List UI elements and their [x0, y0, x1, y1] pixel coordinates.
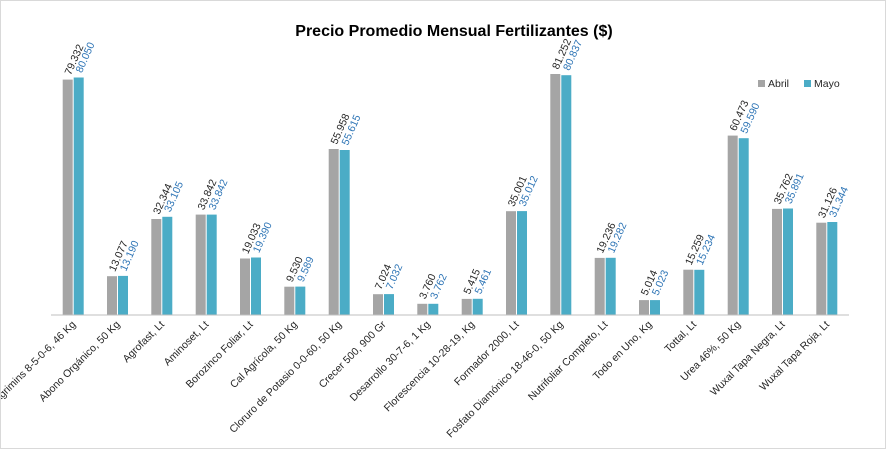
bar-abril-desarrollo-30-7-6-1-kg	[417, 303, 428, 315]
legend-swatch-abril	[758, 80, 765, 87]
bar-mayo-fosfato-diam-nico-18-46-0-50-kg	[561, 75, 572, 315]
bar-mayo-agrimins-8-5-0-6-46-kg	[73, 77, 84, 315]
category-label-agrofast-lt: Agrofast, Lt	[120, 319, 167, 366]
bar-mayo-todo-en-uno-kg	[650, 300, 660, 315]
legend: Abril Mayo	[758, 78, 840, 90]
category-label-wuxal-tapa-negra-lt: Wuxal Tapa Negra, Lt	[708, 319, 788, 399]
bar-mayo-cloruro-de-potasio-0-0-60-50-kg	[339, 150, 350, 315]
legend-label-mayo: Mayo	[814, 78, 840, 90]
bar-abril-todo-en-uno-kg	[639, 300, 649, 315]
bar-mayo-wuxal-tapa-roja-lt	[827, 222, 838, 315]
chart-title: Precio Promedio Mensual Fertilizantes ($…	[295, 23, 612, 40]
category-label-tottal-lt: Tottal, Lt	[662, 319, 699, 356]
bar-mayo-crecer-500-900-gr	[384, 294, 394, 315]
bar-abril-agrimins-8-5-0-6-46-kg	[62, 79, 73, 315]
bar-abril-wuxal-tapa-negra-lt	[772, 208, 782, 315]
bars-group	[62, 74, 838, 315]
bar-abril-formador-2000-lt	[506, 211, 516, 315]
bar-mayo-florescencia-10-28-19-kg	[472, 298, 483, 315]
category-label-abono-org-nico-50-kg: Abono Orgánico, 50 Kg	[37, 319, 123, 405]
bar-abril-nutrifoliar-completo-lt	[594, 257, 605, 315]
bar-abril-tottal-lt	[683, 269, 694, 315]
bar-mayo-formador-2000-lt	[517, 211, 527, 315]
bar-mayo-nutrifoliar-completo-lt	[605, 257, 616, 315]
bar-abril-fosfato-diam-nico-18-46-0-50-kg	[550, 74, 561, 315]
bar-mayo-agrofast-lt	[162, 216, 173, 315]
bar-mayo-desarrollo-30-7-6-1-kg	[428, 303, 439, 315]
category-label-desarrollo-30-7-6-1-kg: Desarrollo 30-7-6, 1 Kg	[348, 319, 433, 404]
bar-mayo-abono-org-nico-50-kg	[118, 275, 128, 315]
bar-abril-cloruro-de-potasio-0-0-60-50-kg	[328, 149, 339, 315]
legend-swatch-mayo	[804, 80, 811, 87]
legend-label-abril: Abril	[768, 78, 789, 90]
bar-abril-borozinco-foliar-lt	[240, 258, 250, 315]
bar-abril-florescencia-10-28-19-kg	[461, 298, 472, 315]
bar-mayo-urea-46-50-kg	[738, 138, 749, 315]
bar-mayo-borozinco-foliar-lt	[251, 257, 261, 315]
bar-abril-abono-org-nico-50-kg	[107, 276, 117, 315]
category-label-florescencia-10-28-19-kg: Florescencia 10-28-19, Kg	[382, 319, 478, 415]
bar-abril-agrofast-lt	[151, 219, 162, 315]
bar-abril-aminoset-lt	[195, 214, 206, 315]
bar-abril-wuxal-tapa-roja-lt	[816, 222, 827, 315]
bar-mayo-wuxal-tapa-negra-lt	[783, 208, 793, 315]
bar-abril-urea-46-50-kg	[727, 135, 738, 315]
bar-mayo-aminoset-lt	[206, 214, 217, 315]
bar-abril-cal-agr-cola-50-kg	[284, 286, 295, 315]
bar-mayo-tottal-lt	[694, 269, 705, 315]
bar-mayo-cal-agr-cola-50-kg	[295, 286, 306, 315]
bar-abril-crecer-500-900-gr	[373, 294, 383, 315]
category-label-nutrifoliar-completo-lt: Nutrifoliar Completo, Lt	[526, 319, 610, 403]
